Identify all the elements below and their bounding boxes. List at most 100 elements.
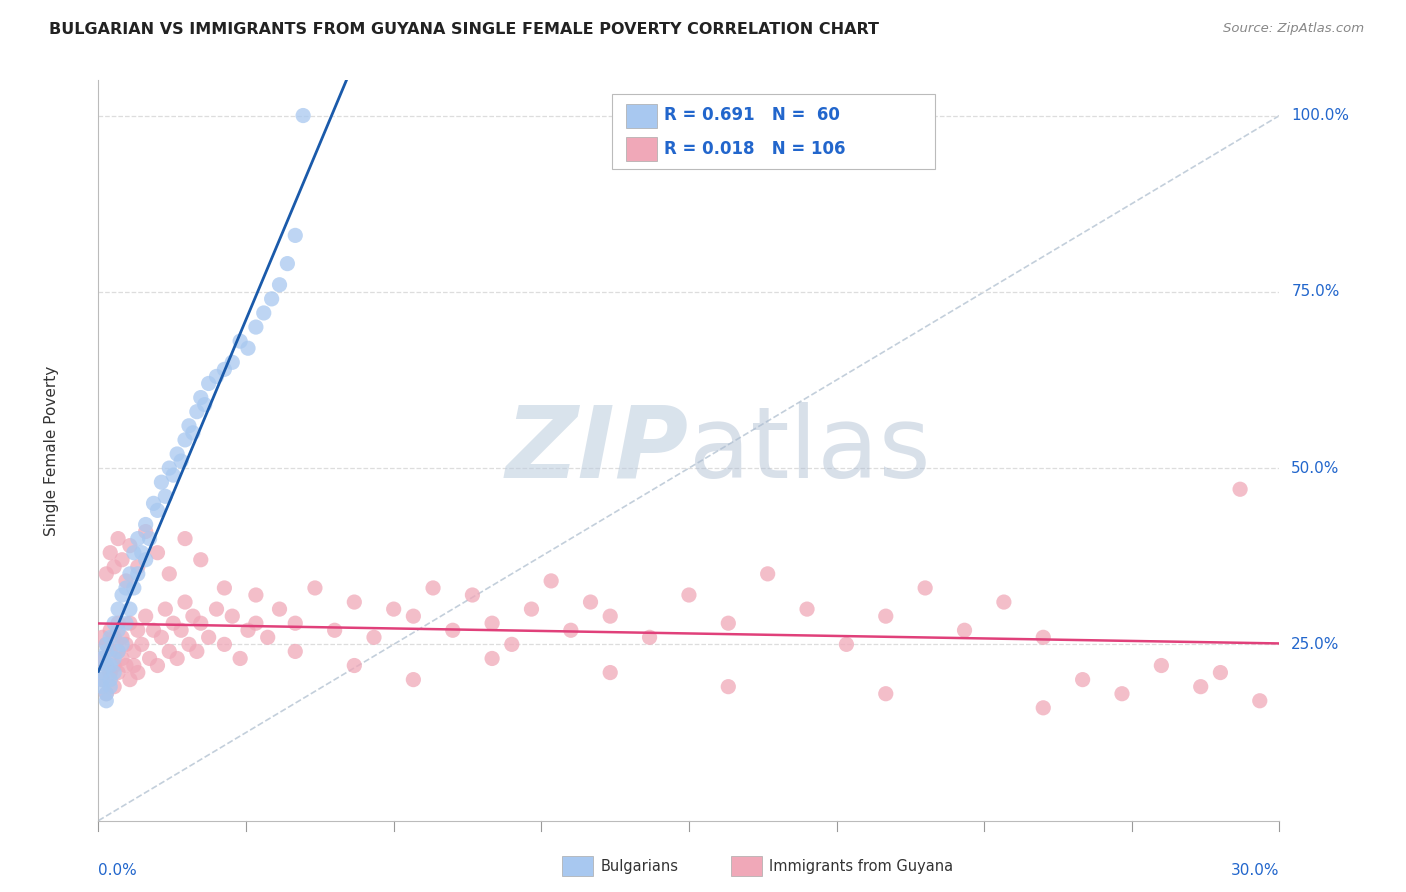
Point [221,355,243,369]
Point [96,637,118,651]
Point [678,588,700,602]
Point [162,468,184,483]
Point [1150,658,1173,673]
Point [162,616,184,631]
Point [481,616,503,631]
Point [142,496,165,510]
Point [170,624,193,638]
Point [245,320,267,334]
Point [540,574,562,588]
Point [269,602,291,616]
Point [599,609,621,624]
Point [127,559,149,574]
Text: R = 0.691   N =  60: R = 0.691 N = 60 [664,106,839,124]
Point [638,630,661,644]
Point [835,637,858,651]
Point [181,609,204,624]
Point [304,581,326,595]
Point [118,602,141,616]
Point [717,680,740,694]
Point [127,532,149,546]
Point [118,616,141,631]
Point [111,637,134,651]
Point [1189,680,1212,694]
Point [875,609,897,624]
Point [103,665,125,680]
Point [993,595,1015,609]
Point [155,489,177,503]
Point [98,658,121,673]
Point [194,398,217,412]
Point [382,602,405,616]
Point [111,630,134,644]
Point [501,637,523,651]
Point [91,630,114,644]
Point [98,665,121,680]
Point [343,595,366,609]
Text: Bulgarians: Bulgarians [600,859,678,873]
Point [127,665,149,680]
Point [146,658,169,673]
Point [579,595,602,609]
Point [269,277,291,292]
Point [245,616,267,631]
Point [91,651,114,665]
Point [127,566,149,581]
Point [197,630,219,644]
Point [111,651,134,665]
Point [135,609,157,624]
Point [157,461,180,475]
Point [142,624,165,638]
Point [481,651,503,665]
Point [170,454,193,468]
Point [150,475,173,490]
Point [107,644,129,658]
Point [107,532,129,546]
Point [520,602,543,616]
Point [107,616,129,631]
Point [343,658,366,673]
Text: 75.0%: 75.0% [1291,285,1340,300]
Point [276,257,298,271]
Point [103,616,125,631]
Point [284,644,307,658]
Text: Immigrants from Guyana: Immigrants from Guyana [769,859,953,873]
Point [146,546,169,560]
Point [256,630,278,644]
Point [245,588,267,602]
Point [135,524,157,539]
Point [103,559,125,574]
Point [98,546,121,560]
Point [98,630,121,644]
Point [111,588,134,602]
Point [197,376,219,391]
Point [796,602,818,616]
Point [150,630,173,644]
Point [1249,694,1271,708]
Point [1229,482,1251,496]
Point [292,109,315,123]
Point [402,673,425,687]
Point [599,665,621,680]
Point [103,651,125,665]
Point [98,680,121,694]
Text: BULGARIAN VS IMMIGRANTS FROM GUYANA SINGLE FEMALE POVERTY CORRELATION CHART: BULGARIAN VS IMMIGRANTS FROM GUYANA SING… [49,22,879,37]
Point [166,651,188,665]
Point [103,658,125,673]
Point [1032,701,1054,715]
Point [157,566,180,581]
Point [96,687,118,701]
Point [115,616,138,631]
Point [190,553,212,567]
Point [91,665,114,680]
Point [1032,630,1054,644]
Point [1209,665,1232,680]
Point [96,694,118,708]
Point [190,391,212,405]
Point [118,566,141,581]
Point [177,637,200,651]
Text: 25.0%: 25.0% [1291,637,1340,652]
Point [260,292,283,306]
Point [118,539,141,553]
Point [96,644,118,658]
